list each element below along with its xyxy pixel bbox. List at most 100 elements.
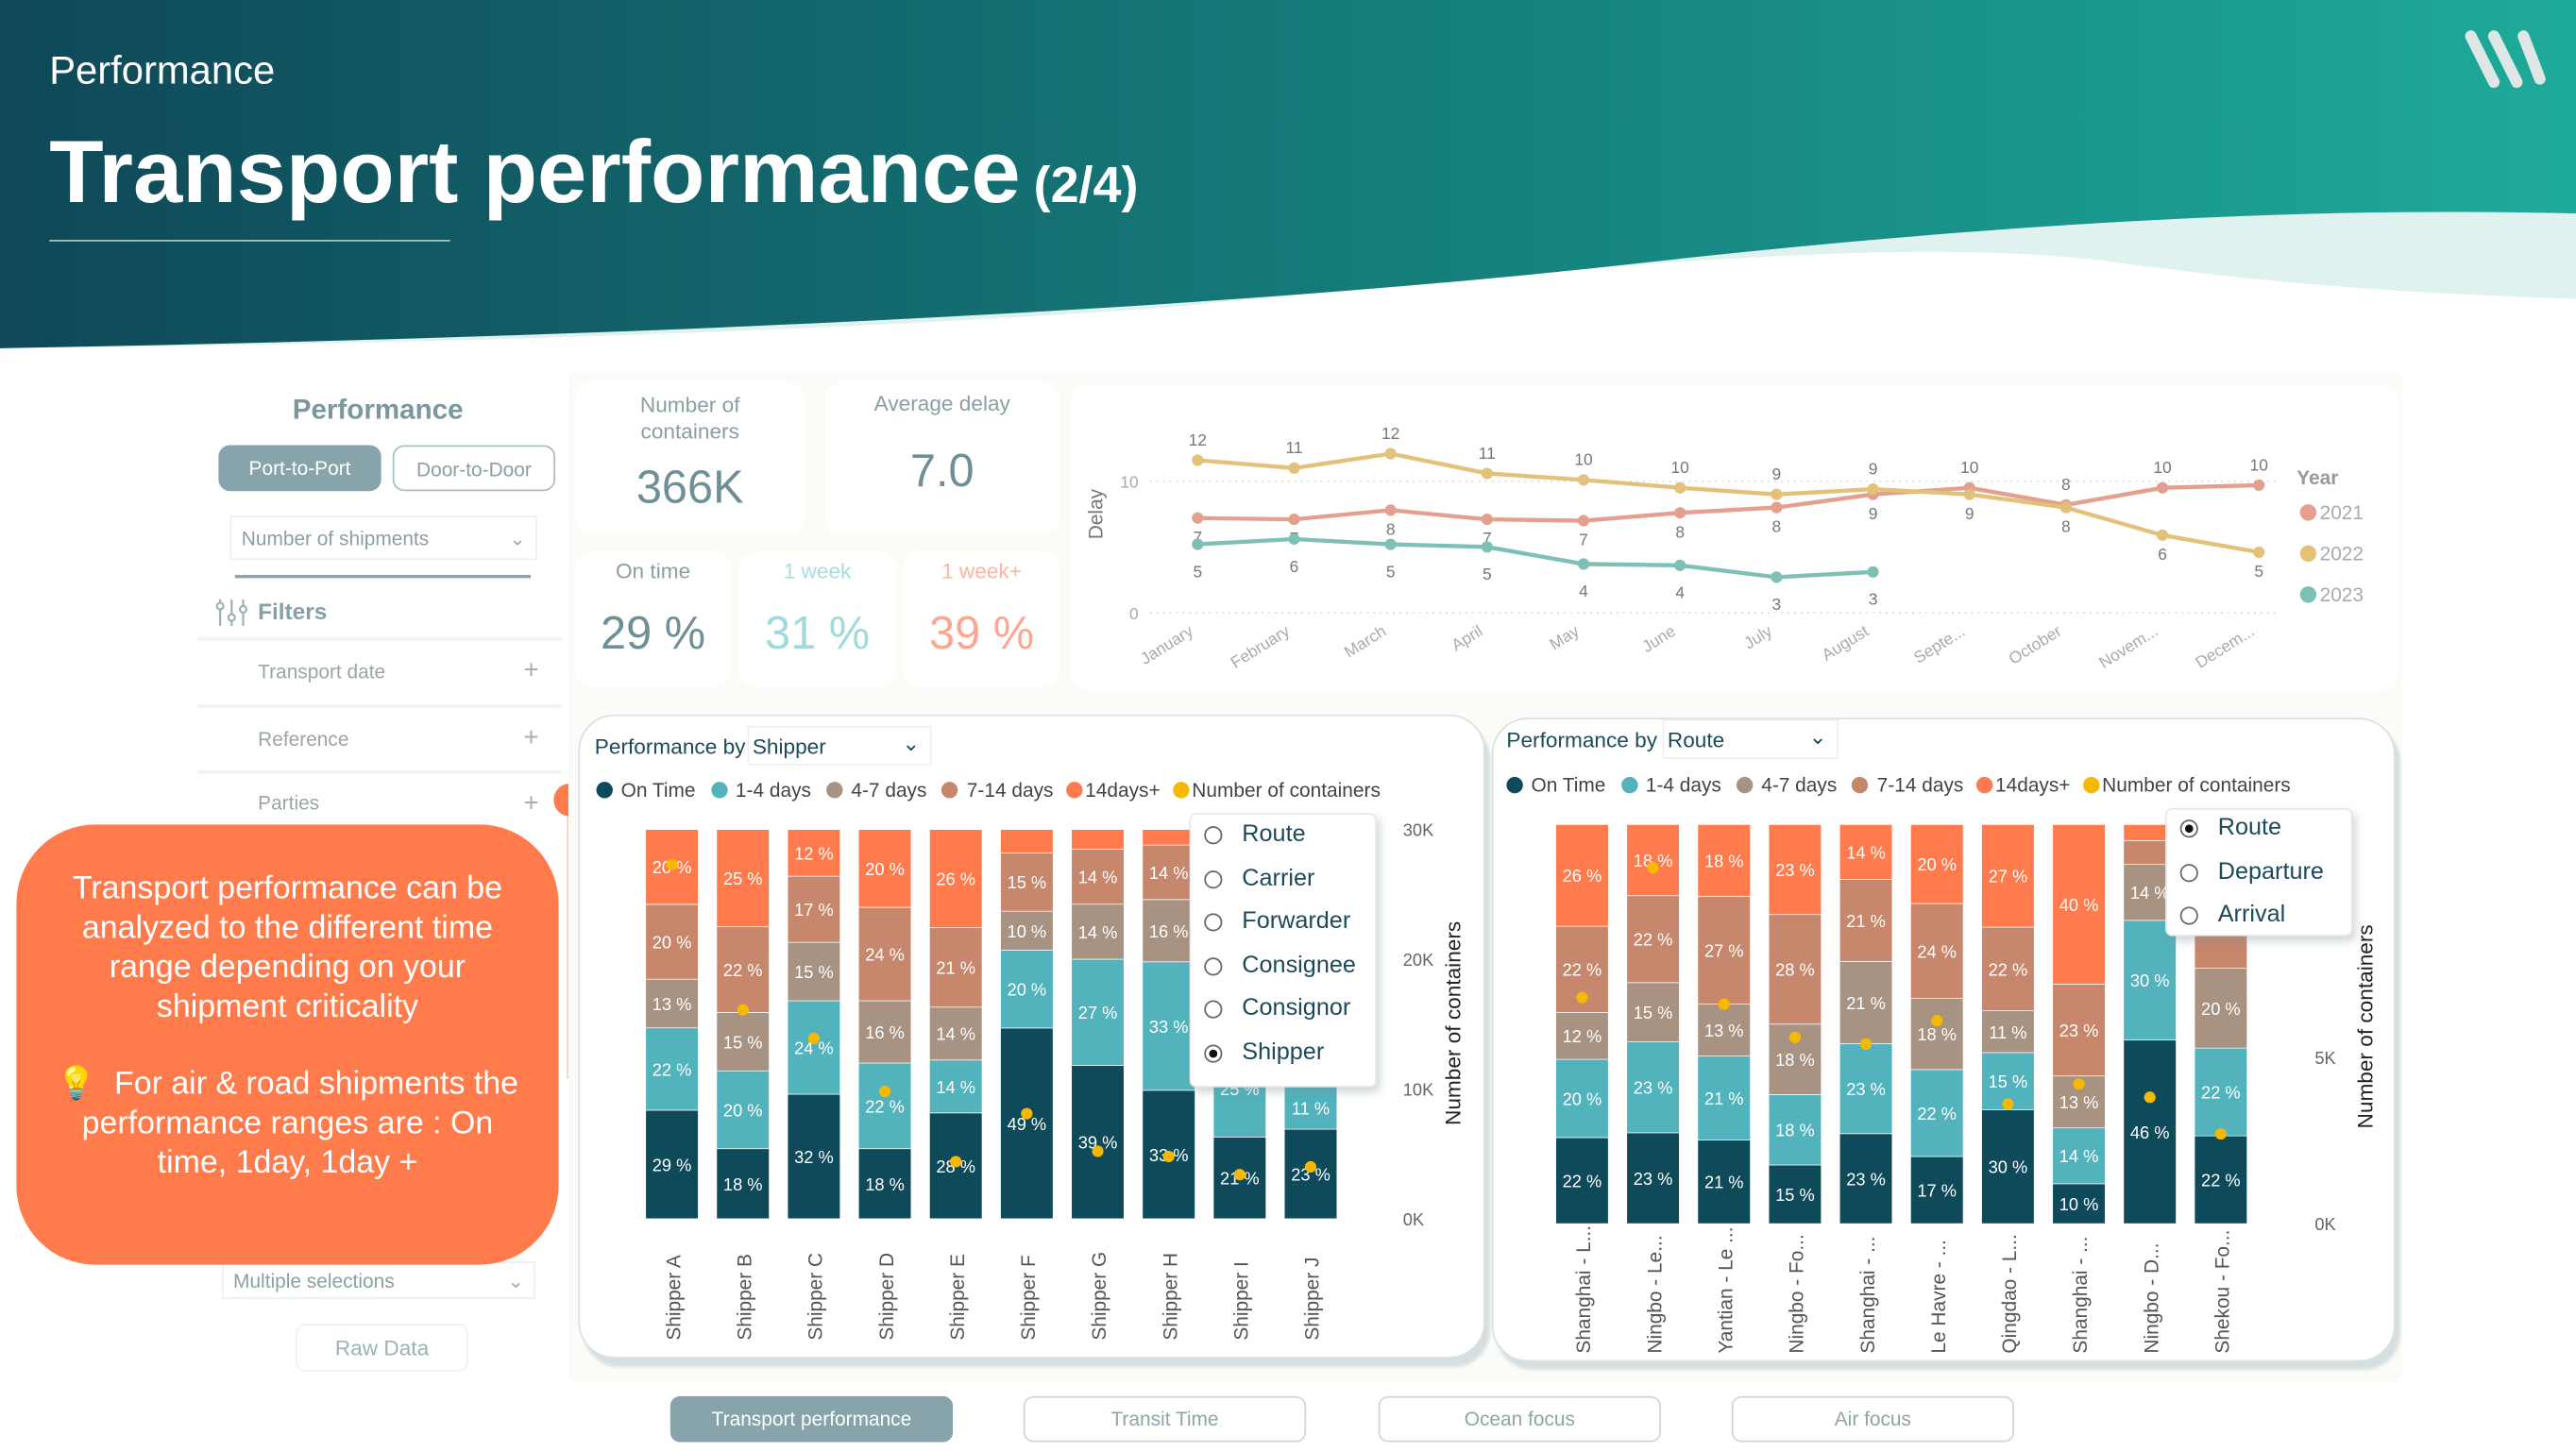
legend-item[interactable]: 4-7 days (1761, 773, 1838, 797)
bar-segment (857, 1000, 912, 1064)
filter-parties[interactable]: Parties + (196, 769, 563, 839)
radio-button[interactable] (2179, 863, 2198, 882)
tab-transit-time[interactable]: Transit Time (1023, 1395, 1307, 1443)
header-banner (0, 0, 2576, 348)
dimension-selector-value: Route (1667, 727, 1725, 752)
measure-dropdown[interactable]: Number of shipments ⌄ (229, 515, 537, 561)
bar-label: 33 % (1149, 1017, 1189, 1037)
legend-marker (941, 782, 959, 799)
bar-label: 22 % (652, 1059, 692, 1079)
legend-item[interactable]: 7-14 days (966, 778, 1054, 802)
port-to-port-toggle[interactable]: Port-to-Port (218, 445, 381, 492)
bar-label: 17 % (1917, 1181, 1957, 1201)
bar-label: 28 % (1775, 960, 1815, 980)
option-forwarder[interactable]: Forwarder (1191, 903, 1375, 947)
bar-segment (1768, 1094, 1822, 1166)
data-label: 11 (1285, 438, 1302, 457)
legend-item[interactable]: On Time (620, 778, 696, 802)
option-consignee[interactable]: Consignee (1191, 947, 1375, 990)
option-shipper[interactable]: Shipper (1191, 1034, 1375, 1077)
option-arrival[interactable]: Arrival (2167, 897, 2351, 940)
legend-item[interactable]: 14days+ (1085, 778, 1161, 802)
filter-reference[interactable]: Reference + (196, 704, 563, 773)
legend-item[interactable]: Number of containers (1192, 778, 1381, 802)
divider (234, 574, 531, 579)
legend-item[interactable]: On Time (1531, 773, 1606, 797)
legend-marker (2299, 586, 2317, 603)
bar-segment (1000, 829, 1054, 853)
radio-button[interactable] (1204, 826, 1223, 845)
door-to-door-toggle[interactable]: Door-to-Door (392, 445, 556, 492)
option-route[interactable]: Route (2167, 810, 2351, 853)
bar-segment (2194, 968, 2248, 1049)
container-dot (2214, 1127, 2227, 1140)
bar-label: 13 % (2059, 1092, 2099, 1112)
bar-segment (1283, 1128, 1338, 1220)
option-consignor[interactable]: Consignor (1191, 990, 1375, 1034)
filter-transport-date[interactable]: Transport date + (196, 637, 563, 706)
bar-segment (2052, 984, 2106, 1077)
container-dot (1718, 998, 1730, 1010)
bar-segment (1000, 852, 1054, 912)
option-departure[interactable]: Departure (2167, 853, 2351, 897)
kpi-value: 29 % (601, 607, 706, 659)
legend-item[interactable]: 4-7 days (851, 778, 927, 802)
filter-label: Parties (258, 791, 320, 815)
data-label: 7 (1579, 531, 1588, 549)
bar-segment (2052, 1183, 2106, 1224)
radio-button[interactable] (2179, 906, 2198, 925)
bar-segment (1910, 998, 1964, 1071)
shipper-dimension-popup: Route Carrier Forwarder Consignee Consignor S… (1189, 813, 1377, 1088)
radio-button[interactable] (1204, 1000, 1223, 1019)
option-route[interactable]: Route (1191, 817, 1375, 860)
bar-label: 22 % (865, 1096, 905, 1116)
bar-segment (716, 1070, 770, 1150)
radio-button[interactable] (1204, 913, 1223, 932)
tab-ocean-focus[interactable]: Ocean focus (1378, 1395, 1661, 1443)
option-carrier[interactable]: Carrier (1191, 860, 1375, 903)
data-label: 12 (1381, 424, 1399, 443)
data-label: 5 (1483, 565, 1492, 583)
legend-item[interactable]: 7-14 days (1876, 773, 1964, 797)
container-dot (1092, 1145, 1104, 1157)
legend-item[interactable]: 14days+ (1994, 773, 2071, 797)
data-label: 10 (1574, 450, 1592, 469)
data-point (1577, 474, 1590, 486)
bar-label: 21 % (1704, 1089, 1744, 1108)
dimension-selector[interactable]: Route ⌄ (1662, 719, 1839, 759)
bar-label: 16 % (865, 1022, 905, 1042)
radio-button[interactable] (2179, 819, 2198, 838)
radio-button[interactable] (1204, 956, 1223, 975)
plus-icon[interactable]: + (523, 656, 539, 685)
bar-segment (1071, 849, 1125, 905)
tab-air-focus[interactable]: Air focus (1731, 1395, 2014, 1443)
plus-icon[interactable]: + (523, 724, 539, 752)
bar-segment (2194, 1047, 2248, 1137)
raw-data-button[interactable]: Raw Data (296, 1324, 468, 1372)
legend-item[interactable]: 1-4 days (735, 778, 811, 802)
kpi-label: 1 week (783, 558, 852, 583)
bar-segment (1142, 829, 1195, 846)
bar-label: 18 % (723, 1174, 763, 1194)
legend-item[interactable]: Number of containers (2102, 773, 2291, 797)
bar-label: 30 % (2130, 971, 2170, 990)
bar-segment (716, 829, 770, 928)
bar-label: 17 % (794, 900, 834, 920)
container-dot (1931, 1015, 1943, 1027)
radio-button[interactable] (1204, 1043, 1223, 1062)
plus-icon[interactable]: + (523, 789, 539, 819)
kpi-value: 39 % (928, 607, 1035, 659)
sidebar-title: Performance (292, 394, 464, 426)
data-label: 9 (1965, 504, 1974, 523)
bar-label: 24 % (1917, 941, 1957, 961)
data-point (1771, 571, 1783, 583)
bar-label: 27 % (1989, 867, 2028, 886)
bar-label: 14 % (936, 1024, 975, 1044)
legend-item[interactable]: 1-4 days (1645, 773, 1721, 797)
bar-label: 22 % (1989, 959, 2028, 979)
bar-label: 14 % (2059, 1146, 2099, 1166)
tab-transport-performance[interactable]: Transport performance (669, 1395, 954, 1443)
radio-button[interactable] (1204, 870, 1223, 888)
data-point (1674, 559, 1686, 571)
dimension-selector[interactable]: Shipper ⌄ (747, 725, 932, 766)
